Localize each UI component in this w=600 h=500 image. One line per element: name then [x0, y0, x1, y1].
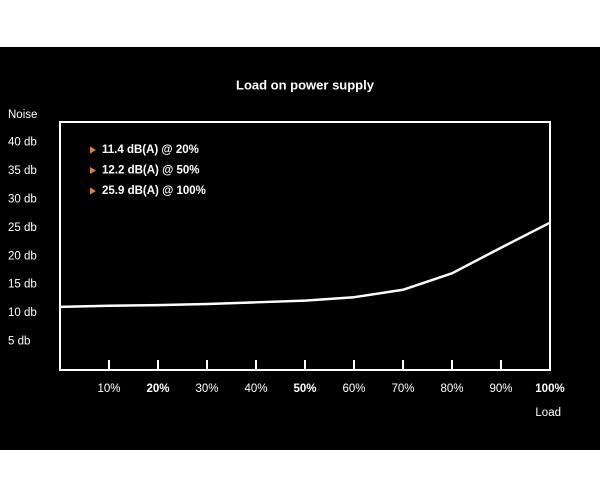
y-tick-label: 20 db — [8, 250, 37, 262]
chart-title: Load on power supply — [236, 77, 375, 92]
x-axis-label: Load — [535, 407, 561, 419]
x-tick-label: 20% — [146, 383, 169, 395]
x-tick-label: 60% — [342, 383, 365, 395]
y-tick-label: 10 db — [8, 307, 37, 319]
annotation: 25.9 dB(A) @ 100% — [102, 185, 206, 197]
y-tick-label: 15 db — [8, 279, 37, 291]
line — [59, 221, 551, 309]
x-tick-label: 40% — [244, 383, 267, 395]
annotation-marker — [90, 167, 96, 174]
x-tick-label: 50% — [293, 383, 316, 395]
y-axis-label: Noise — [8, 109, 37, 121]
x-tick-label: 100% — [535, 383, 564, 395]
x-tick-label: 30% — [195, 383, 218, 395]
y-tick-label: 40 db — [8, 137, 37, 149]
x-tick-label: 90% — [489, 383, 512, 395]
annotation-marker — [90, 146, 96, 154]
annotation: 12.2 dB(A) @ 50% — [102, 165, 200, 177]
x-tick-label: 70% — [391, 383, 414, 395]
y-tick-label: 25 db — [8, 222, 37, 234]
y-tick-label: 5 db — [8, 336, 30, 348]
y-tick-label: 35 db — [8, 165, 37, 177]
annotation-marker — [90, 187, 96, 195]
annotation: 11.4 dB(A) @ 20% — [102, 144, 199, 156]
y-tick-label: 30 db — [8, 193, 37, 205]
x-tick-label: 10% — [97, 383, 120, 395]
x-tick-label: 80% — [440, 383, 463, 395]
